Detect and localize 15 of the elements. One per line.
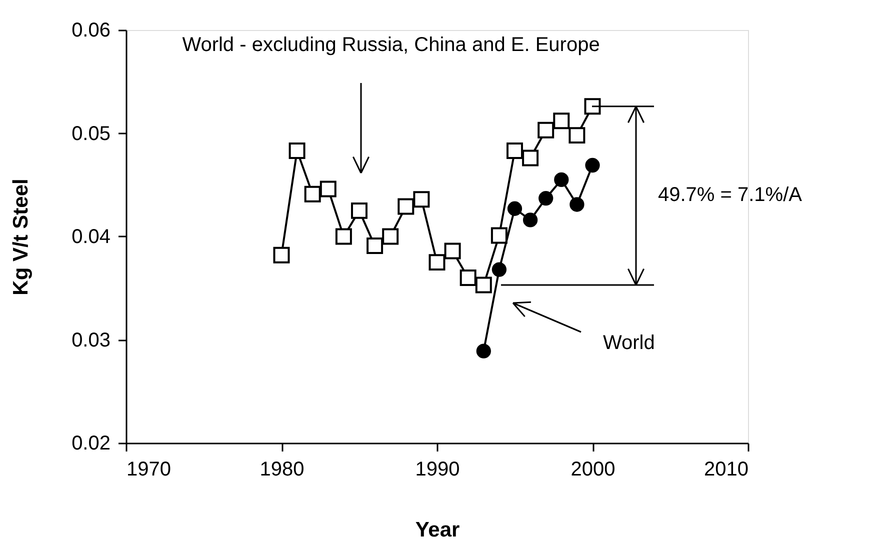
y-tick-label: 0.03: [72, 329, 110, 352]
y-tick-label: 0.04: [72, 226, 110, 248]
y-axis-title: Kg V/t Steel: [10, 178, 33, 296]
x-tick-label: 2000: [570, 458, 616, 480]
y-tick-label: 0.02: [72, 432, 110, 454]
x-axis-title: Year: [415, 518, 460, 542]
x-tick-label: 1990: [415, 458, 460, 480]
y-tick-label: 0.06: [72, 20, 110, 42]
y-tick-label: 0.05: [72, 122, 110, 145]
x-tick-label: 1970: [126, 458, 171, 480]
annotation: 49.7% = 7.1%/A: [658, 184, 803, 206]
x-tick-label: 1980: [260, 458, 304, 480]
annotation: World - excluding Russia, China and E. Europe: [182, 34, 600, 56]
x-tick-label: 2010: [704, 458, 748, 480]
annotation: World: [603, 332, 655, 354]
